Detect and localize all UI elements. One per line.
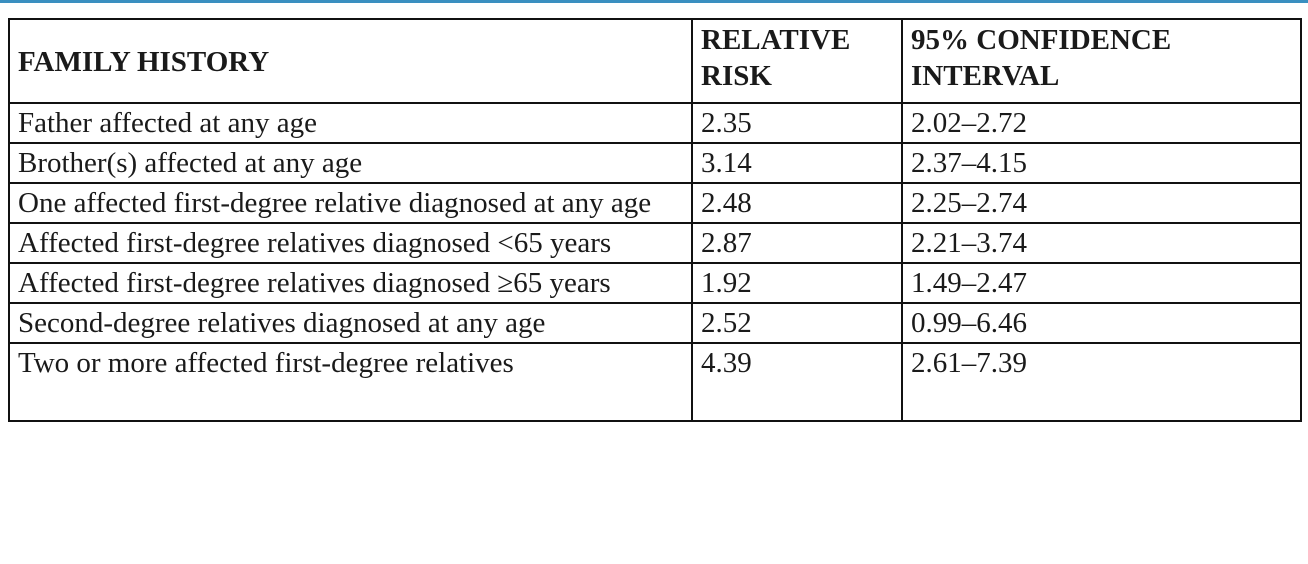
table-header-row: FAMILY HISTORY RELATIVE RISK 95% CONFIDE… [8,18,1302,104]
cell-family-history: Father affected at any age [8,102,693,144]
cell-family-history: Second-degree relatives diagnosed at any… [8,302,693,344]
cell-relative-risk: 4.39 [691,342,903,422]
header-confidence-interval: 95% CONFIDENCE INTERVAL [901,18,1302,104]
cell-confidence-interval: 2.61–7.39 [901,342,1302,422]
header-relative-risk: RELATIVE RISK [691,18,903,104]
header-family-history-label: FAMILY HISTORY [18,46,270,78]
cell-relative-risk: 2.35 [691,102,903,144]
header-ci-line1: 95% CONFIDENCE [911,24,1172,56]
top-accent-rule [0,0,1308,3]
cell-confidence-interval: 0.99–6.46 [901,302,1302,344]
cell-family-history: One affected first-degree relative diagn… [8,182,693,224]
cell-family-history: Two or more affected first-degree relati… [8,342,693,422]
table-row: Brother(s) affected at any age 3.14 2.37… [8,142,1302,184]
table-row: Father affected at any age 2.35 2.02–2.7… [8,102,1302,144]
header-relative-risk-line2: RISK [701,60,772,92]
family-history-risk-table: FAMILY HISTORY RELATIVE RISK 95% CONFIDE… [8,18,1302,422]
cell-confidence-interval: 2.21–3.74 [901,222,1302,264]
cell-confidence-interval: 2.02–2.72 [901,102,1302,144]
cell-relative-risk: 3.14 [691,142,903,184]
table-row: Affected first-degree relatives diagnose… [8,222,1302,264]
cell-family-history: Affected first-degree relatives diagnose… [8,222,693,264]
header-relative-risk-line1: RELATIVE [701,24,851,56]
table-row: Affected first-degree relatives diagnose… [8,262,1302,304]
cell-relative-risk: 2.87 [691,222,903,264]
header-ci-line2: INTERVAL [911,60,1060,92]
table-row: Two or more affected first-degree relati… [8,342,1302,422]
cell-family-history: Brother(s) affected at any age [8,142,693,184]
table-row: One affected first-degree relative diagn… [8,182,1302,224]
table-row: Second-degree relatives diagnosed at any… [8,302,1302,344]
header-family-history: FAMILY HISTORY [8,18,693,104]
cell-confidence-interval: 2.25–2.74 [901,182,1302,224]
cell-relative-risk: 2.48 [691,182,903,224]
cell-confidence-interval: 2.37–4.15 [901,142,1302,184]
cell-family-history: Affected first-degree relatives diagnose… [8,262,693,304]
cell-relative-risk: 1.92 [691,262,903,304]
cell-confidence-interval: 1.49–2.47 [901,262,1302,304]
cell-relative-risk: 2.52 [691,302,903,344]
